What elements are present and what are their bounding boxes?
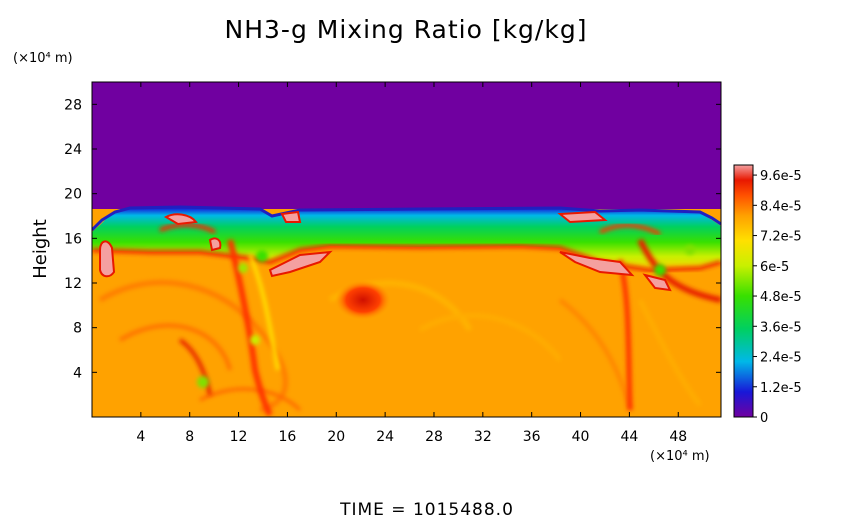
colorbar-tick-label: 1.2e-5 [760, 381, 802, 396]
band-edge [92, 205, 721, 232]
x-tick-label: 36 [523, 429, 541, 445]
x-tick-label: 12 [230, 429, 248, 445]
y-axis-label: Height [30, 219, 51, 279]
x-tick-label: 28 [425, 429, 443, 445]
x-tick-label: 48 [669, 429, 687, 445]
x-tick-label: 4 [136, 429, 145, 445]
region-upper [92, 82, 721, 209]
y-tick-label: 12 [64, 276, 82, 292]
x-tick-label: 16 [279, 429, 297, 445]
pink-pockets [99, 210, 672, 292]
x-axis-unit: (×10⁴ m) [650, 449, 710, 464]
colorbar-tick-label: 3.6e-5 [760, 320, 802, 335]
y-tick-label: 8 [73, 321, 82, 337]
colorbar-tick-label: 8.4e-5 [760, 199, 802, 214]
y-tick-label: 16 [64, 231, 82, 247]
plot-frame [91, 81, 722, 418]
y-tick-label: 24 [64, 142, 82, 158]
heatmap-field [92, 82, 721, 417]
y-axis: 4 8 12 16 20 24 28 [64, 97, 721, 381]
x-tick-label: 32 [474, 429, 492, 445]
red-spot [335, 280, 391, 320]
y-tick-label: 4 [73, 365, 82, 381]
green-cells [197, 245, 695, 388]
x-tick-label: 8 [185, 429, 194, 445]
region-band [92, 208, 721, 270]
colorbar-tick-label: 6e-5 [760, 260, 789, 275]
colorbar-tick-label: 7.2e-5 [760, 230, 802, 245]
colorbar [733, 164, 754, 418]
colorbar-tick-label: 9.6e-5 [760, 169, 802, 184]
time-label: TIME = 1015488.0 [339, 500, 514, 519]
chart-title: NH3-g Mixing Ratio [kg/kg] [225, 15, 588, 44]
colorbar-ticks: 0 1.2e-5 2.4e-5 3.6e-5 4.8e-5 6e-5 7.2e-5 8.4e-… [753, 169, 802, 426]
colorbar-tick-label: 2.4e-5 [760, 351, 802, 366]
x-tick-label: 44 [620, 429, 638, 445]
x-axis: 4 8 12 16 20 24 28 32 36 40 44 48 [136, 82, 687, 445]
y-tick-label: 28 [64, 97, 82, 113]
x-tick-label: 40 [572, 429, 590, 445]
band-rim [92, 243, 721, 273]
y-axis-unit: (×10⁴ m) [13, 51, 73, 66]
colorbar-tick-label: 0 [760, 411, 768, 426]
colorbar-tick-label: 4.8e-5 [760, 290, 802, 305]
x-tick-label: 20 [327, 429, 345, 445]
band-lenses [159, 223, 661, 236]
y-tick-label: 20 [64, 187, 82, 203]
x-tick-label: 24 [376, 429, 394, 445]
